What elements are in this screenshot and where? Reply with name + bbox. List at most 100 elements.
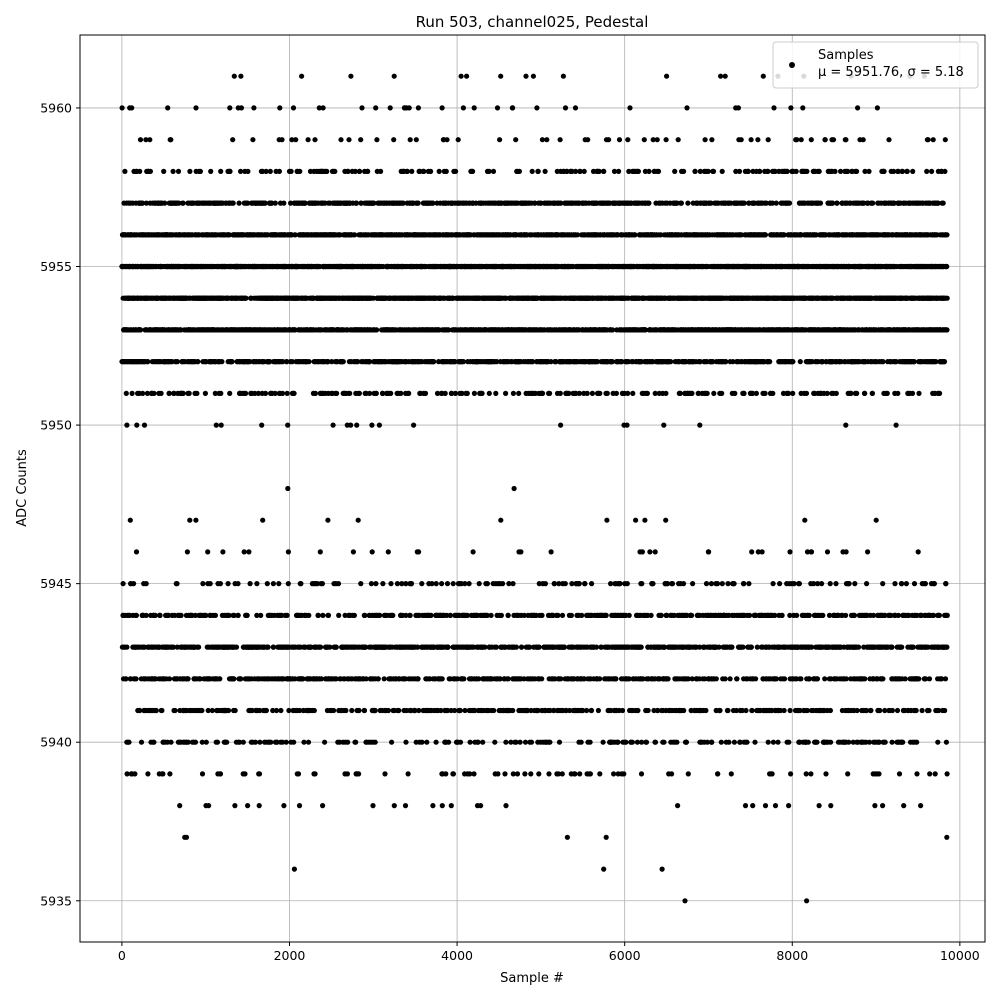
data-point [280, 391, 285, 396]
data-point [506, 613, 511, 618]
data-point [378, 169, 383, 174]
data-point [467, 581, 472, 586]
data-point [528, 771, 533, 776]
data-point [388, 105, 393, 110]
data-point [331, 708, 336, 713]
data-point [468, 740, 473, 745]
data-point [357, 391, 362, 396]
data-point [347, 391, 352, 396]
data-point [434, 740, 439, 745]
data-point [235, 581, 240, 586]
data-point [286, 549, 291, 554]
data-point [398, 391, 403, 396]
data-point [406, 771, 411, 776]
data-point [440, 105, 445, 110]
data-point [424, 740, 429, 745]
data-point [224, 740, 229, 745]
data-point [431, 359, 436, 364]
data-point [165, 105, 170, 110]
data-point [226, 708, 231, 713]
data-point [284, 740, 289, 745]
data-point [396, 708, 401, 713]
data-point [367, 391, 372, 396]
data-point [250, 137, 255, 142]
data-point [271, 581, 276, 586]
data-point [157, 613, 162, 618]
data-point [518, 740, 523, 745]
data-point [373, 740, 378, 745]
data-point [486, 169, 491, 174]
data-point [193, 518, 198, 523]
data-point [195, 359, 200, 364]
data-point [200, 771, 205, 776]
data-point [138, 137, 143, 142]
data-point [382, 676, 387, 681]
data-point [365, 169, 370, 174]
data-point [408, 613, 413, 618]
data-point [134, 423, 139, 428]
data-point [217, 676, 222, 681]
data-point [494, 645, 499, 650]
data-point [471, 771, 476, 776]
data-point [518, 549, 523, 554]
data-point [231, 201, 236, 206]
data-point [285, 613, 290, 618]
data-point [343, 708, 348, 713]
data-point [348, 423, 353, 428]
data-point [345, 771, 350, 776]
data-point [428, 613, 433, 618]
data-point [193, 740, 198, 745]
data-point [369, 423, 374, 428]
data-point [440, 676, 445, 681]
data-point [320, 581, 325, 586]
data-point [334, 391, 339, 396]
data-point [349, 708, 354, 713]
data-point [416, 105, 421, 110]
data-point [292, 391, 297, 396]
data-point [338, 137, 343, 142]
data-point [245, 169, 250, 174]
data-point [382, 771, 387, 776]
data-point [485, 581, 490, 586]
data-point [449, 803, 454, 808]
data-point [226, 581, 231, 586]
data-point [159, 708, 164, 713]
data-point [151, 740, 156, 745]
data-point [187, 518, 192, 523]
data-point [134, 613, 139, 618]
data-point [445, 581, 450, 586]
data-point [510, 105, 515, 110]
data-point [391, 137, 396, 142]
data-point [145, 359, 150, 364]
data-point [324, 169, 329, 174]
data-point [320, 803, 325, 808]
data-point [208, 169, 213, 174]
data-point [458, 708, 463, 713]
data-point [428, 169, 433, 174]
data-point [444, 137, 449, 142]
data-point [389, 740, 394, 745]
data-point [453, 391, 458, 396]
data-point [219, 423, 224, 428]
data-point [204, 740, 209, 745]
data-point [167, 676, 172, 681]
data-point [421, 169, 426, 174]
data-point [511, 391, 516, 396]
data-point [448, 613, 453, 618]
data-point [440, 803, 445, 808]
data-point [356, 771, 361, 776]
data-point [297, 169, 302, 174]
data-point [377, 423, 382, 428]
data-point [470, 169, 475, 174]
data-point [206, 803, 211, 808]
data-point [513, 137, 518, 142]
data-point [472, 105, 477, 110]
data-point [200, 581, 205, 586]
data-point [257, 740, 262, 745]
data-point [416, 201, 421, 206]
data-point [167, 771, 172, 776]
data-point [179, 613, 184, 618]
data-point [232, 803, 237, 808]
data-point [254, 581, 259, 586]
data-point [147, 137, 152, 142]
